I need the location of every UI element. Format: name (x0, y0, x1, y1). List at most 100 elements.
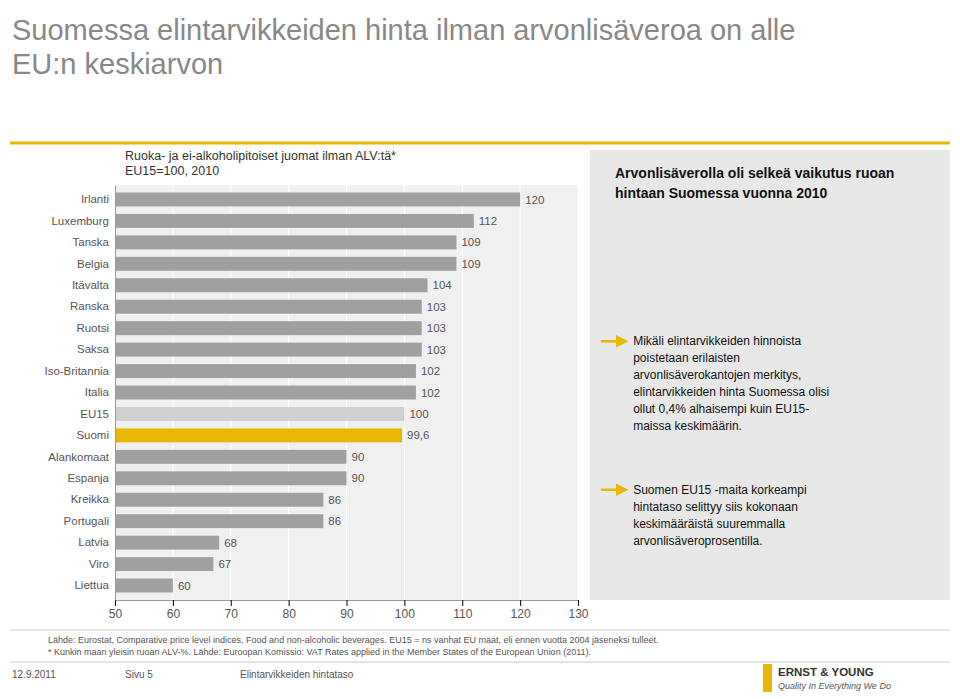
y-tick: Luxemburg (51, 215, 115, 227)
data-label: 99,6 (407, 429, 429, 441)
bar (115, 214, 474, 228)
data-label: 86 (328, 494, 341, 506)
footer-rule (10, 662, 950, 663)
side-panel: Arvonlisäverolla oli selkeä vaikutus ruo… (590, 150, 950, 600)
plot: 5060708090100110120130IrlantiLuxemburgTa… (44, 185, 588, 621)
y-tick-label: Saksa (77, 343, 110, 355)
footer-text: Sivu 5 (125, 669, 153, 680)
bar (115, 343, 422, 357)
y-tick-label: Belgia (77, 257, 110, 269)
bullet-text-line: ollut 0,4% alhaisempi kuin EU15- (633, 402, 809, 416)
side-panel-title-line: Arvonlisäverolla oli selkeä vaikutus ruo… (615, 165, 894, 181)
bar (115, 278, 428, 292)
y-tick: Suomi (76, 429, 115, 441)
x-tick-label: 100 (395, 607, 415, 621)
y-axis: IrlantiLuxemburgTanskaBelgiaItävaltaRans… (44, 186, 115, 601)
y-tick: Espanja (67, 472, 115, 484)
x-tick: 100 (395, 600, 415, 621)
data-label: 100 (409, 408, 428, 420)
x-tick: 90 (340, 600, 354, 621)
y-tick: Belgia (77, 257, 115, 269)
x-tick: 50 (109, 600, 123, 621)
bar (115, 493, 323, 507)
bar (115, 536, 219, 550)
y-tick: Viro (89, 558, 115, 570)
side-panel-background (590, 150, 950, 600)
data-label: 102 (421, 365, 440, 377)
bar (115, 471, 347, 485)
bullet-text-line: arvonlisäveroprosentilla. (633, 534, 762, 548)
bullet-text-line: poistetaan erilaisten (633, 351, 740, 365)
y-tick: Portugali (64, 515, 115, 527)
x-tick-label: 60 (167, 607, 181, 621)
footer-note: * Kunkin maan yleisin ruoan ALV-%. Lähde… (48, 647, 591, 657)
bullet-text-line: keskimääräistä suuremmalla (633, 517, 785, 531)
bullet-text-line: arvonlisäverokantojen merkitys, (633, 368, 801, 382)
data-label: 103 (427, 344, 446, 356)
y-tick-label: Ruotsi (76, 322, 109, 334)
data-label: 67 (218, 558, 231, 570)
bars (115, 193, 520, 593)
data-labels: 12011210910910410310310310210210099,6909… (178, 194, 544, 592)
x-tick-mark (520, 600, 521, 606)
bar (115, 300, 422, 314)
x-tick-label: 90 (340, 607, 354, 621)
bar (115, 386, 416, 400)
bar (115, 428, 402, 442)
grid-line (578, 185, 579, 600)
y-axis-line (115, 186, 116, 601)
data-label: 90 (352, 451, 365, 463)
x-tick-label: 50 (109, 607, 123, 621)
y-tick: Alankomaat (48, 451, 115, 463)
plot-background (115, 185, 578, 600)
y-tick: Latvia (78, 536, 115, 548)
footer-text: Elintarvikkeiden hintataso (240, 669, 354, 680)
y-tick-label: Portugali (64, 515, 109, 527)
x-tick-label: 120 (511, 607, 531, 621)
logo-bar (763, 664, 772, 692)
x-tick-mark (115, 600, 116, 606)
data-label: 68 (224, 537, 237, 549)
y-tick-label: Kreikka (71, 493, 110, 505)
logo-text: ERNST & YOUNG (778, 666, 874, 678)
bullet-text-line: elintarvikkeiden hinta Suomessa olisi (633, 385, 829, 399)
y-tick-label: Italia (85, 386, 110, 398)
bullet-text: Suomen EU15 -maita korkeampihintataso se… (633, 483, 806, 548)
x-tick: 110 (453, 600, 472, 621)
x-tick-label: 110 (453, 607, 472, 621)
x-tick: 60 (167, 600, 181, 621)
footer-note: Lähde: Eurostat, Comparative price level… (48, 635, 659, 645)
data-label: 102 (421, 387, 440, 399)
x-tick-label: 70 (225, 607, 239, 621)
chart-root: Suomessa elintarvikkeiden hinta ilman ar… (0, 0, 960, 699)
data-label: 90 (352, 472, 365, 484)
bullet-arrow (601, 340, 626, 343)
data-label: 103 (427, 301, 446, 313)
data-label: 109 (461, 258, 480, 270)
y-tick: Saksa (77, 343, 115, 355)
y-tick: Iso-Britannia (44, 365, 115, 377)
data-label: 103 (427, 322, 446, 334)
bullet-text-line: maissa keskimäärin. (633, 419, 742, 433)
bar (115, 557, 213, 571)
bullet-text: Mikäli elintarvikkeiden hinnoistapoistet… (633, 334, 829, 433)
y-tick-label: Ranska (70, 300, 110, 312)
subtitle: EU15=100, 2010 (125, 164, 219, 178)
bar (115, 235, 456, 249)
data-label: 112 (479, 215, 497, 227)
x-tick-mark (462, 600, 463, 606)
data-label: 104 (433, 279, 453, 291)
y-tick: Italia (85, 386, 115, 398)
x-tick-mark (347, 600, 348, 606)
y-tick: Ranska (70, 300, 115, 312)
grid (115, 185, 578, 600)
x-tick-mark (578, 600, 579, 606)
bar (115, 257, 456, 271)
logo-tagline: Quality In Everything We Do (778, 681, 891, 691)
y-tick-label: Iso-Britannia (44, 365, 109, 377)
y-tick: Liettua (74, 579, 115, 591)
x-axis: 5060708090100110120130 (109, 600, 589, 621)
x-tick-mark (173, 600, 174, 606)
bullet-text-line: hintataso selittyy siis kokonaan (633, 500, 798, 514)
y-tick: Ruotsi (76, 322, 115, 334)
